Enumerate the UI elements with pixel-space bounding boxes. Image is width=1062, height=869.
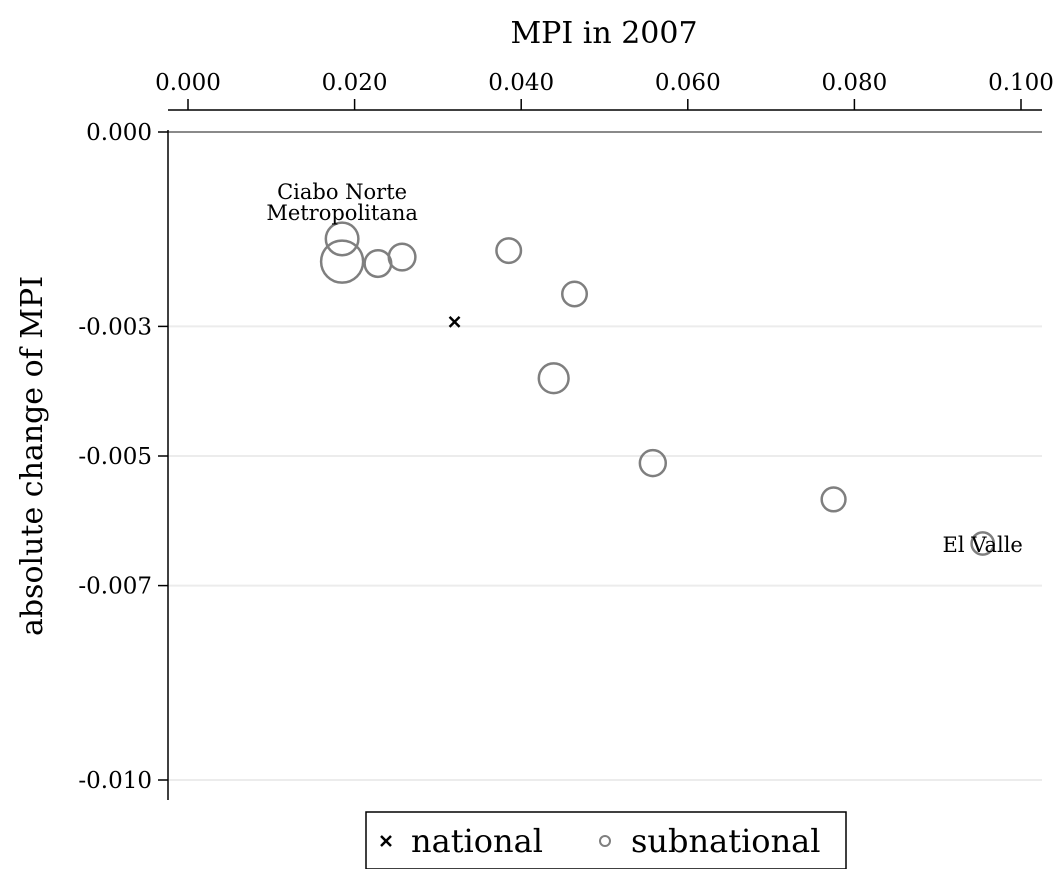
y-tick-label: -0.003 xyxy=(78,314,152,340)
x-tick-label: 0.060 xyxy=(655,70,721,96)
subnational-point xyxy=(324,221,360,257)
point-label: El Valle xyxy=(943,533,1023,557)
x-tick-label: 0.020 xyxy=(322,70,388,96)
subnational-point xyxy=(561,280,589,308)
legend: national subnational xyxy=(365,811,847,869)
data-points xyxy=(319,221,996,556)
legend-box xyxy=(365,811,847,869)
subnational-point xyxy=(537,362,570,395)
y-tick-label: -0.010 xyxy=(78,768,152,794)
subnational-point xyxy=(820,486,847,513)
y-tick-label: -0.007 xyxy=(78,574,152,600)
y-tick-label: -0.005 xyxy=(78,444,152,470)
subnational-point xyxy=(495,237,523,265)
legend-item-subnational: subnational xyxy=(599,822,820,860)
y-tick-label: 0.000 xyxy=(86,120,152,146)
x-tick-label: 0.100 xyxy=(988,70,1054,96)
axes: 0.000 -0.003 -0.005 -0.007 -0.010 0.000 0.020 0… xyxy=(78,70,1054,800)
subnational-point xyxy=(638,448,668,478)
national-point xyxy=(448,315,461,328)
legend-x-marker xyxy=(380,835,392,847)
y-axis-title: absolute change of MPI xyxy=(15,276,50,636)
x-tick-label: 0.000 xyxy=(155,70,221,96)
x-axis-title: MPI in 2007 xyxy=(510,16,697,51)
x-tick-label: 0.080 xyxy=(821,70,887,96)
point-label: Metropolitana xyxy=(266,201,418,225)
legend-circle-marker xyxy=(599,835,611,847)
x-tick-label: 0.040 xyxy=(488,70,554,96)
point-label: Ciabo Norte xyxy=(277,180,407,204)
subnational-point xyxy=(970,531,996,556)
legend-label: national xyxy=(411,822,543,860)
subnational-point xyxy=(319,239,365,284)
subnational-point xyxy=(387,242,417,272)
grid-lines xyxy=(168,131,1042,781)
legend-label: subnational xyxy=(631,822,820,860)
subnational-point xyxy=(363,249,393,279)
legend-item-national: national xyxy=(380,822,543,860)
